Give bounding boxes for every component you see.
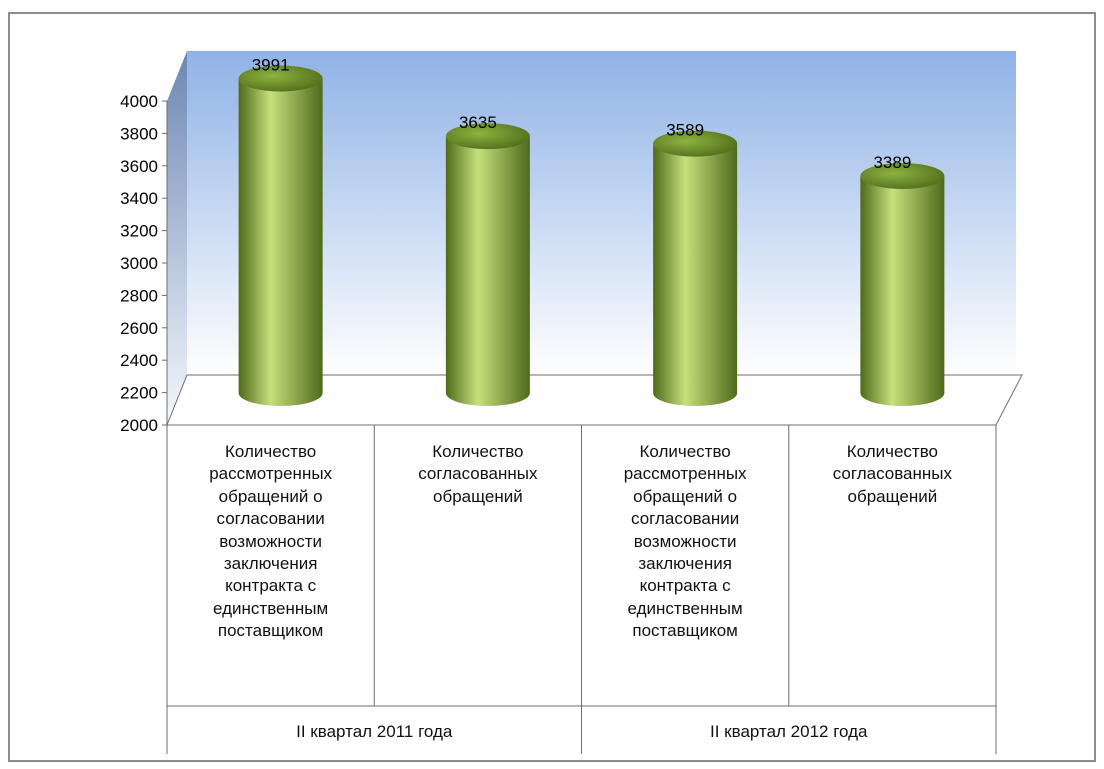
bar-cylinder bbox=[860, 162, 945, 406]
side-wall bbox=[167, 51, 187, 425]
category-label-line: обращений о bbox=[218, 486, 323, 506]
y-tick-label: 3200 bbox=[120, 222, 158, 241]
y-tick-label: 2800 bbox=[120, 286, 158, 305]
category-label-line: согласовании bbox=[631, 509, 740, 529]
y-tick-label: 2000 bbox=[120, 416, 158, 435]
y-tick-label: 3600 bbox=[120, 157, 158, 176]
y-tick-label: 2600 bbox=[120, 319, 158, 338]
bar-top bbox=[445, 123, 530, 150]
bar-body bbox=[860, 175, 945, 406]
group-label: II квартал 2012 года bbox=[710, 722, 868, 741]
category-label-line: единственным bbox=[627, 598, 743, 618]
category-label-line: рассмотренных bbox=[623, 464, 747, 484]
data-label: 3635 bbox=[459, 113, 497, 132]
chart-frame: 2000 2200 2400 2600 2800 3000 3200 3400 3600 3800… bbox=[8, 12, 1096, 762]
data-label: 3389 bbox=[873, 153, 911, 172]
category-label-line: обращений bbox=[433, 486, 523, 506]
bar-chart: 2000 2200 2400 2600 2800 3000 3200 3400 3600 3800… bbox=[120, 51, 1023, 754]
bar-top bbox=[238, 65, 323, 92]
bar-top bbox=[860, 162, 945, 189]
y-tick-label: 4000 bbox=[120, 92, 158, 111]
bars bbox=[238, 65, 945, 406]
category-label-line: согласовании bbox=[216, 509, 325, 529]
bar-cylinder bbox=[653, 130, 738, 406]
bar-cylinder bbox=[445, 123, 530, 406]
data-label: 3589 bbox=[666, 121, 704, 140]
category-label-line: возможности bbox=[633, 531, 737, 551]
category-label-line: контракта с bbox=[639, 576, 731, 596]
category-label-line: контракта с bbox=[225, 576, 317, 596]
category-label-line: заключения bbox=[223, 554, 318, 574]
y-tick-label: 3800 bbox=[120, 124, 158, 143]
bar-body bbox=[445, 136, 530, 406]
category-label-line: заключения bbox=[638, 554, 732, 574]
y-tick-label: 2200 bbox=[120, 384, 158, 403]
category-label-line: согласованных bbox=[832, 464, 953, 484]
category-label-line: поставщиком bbox=[217, 621, 324, 641]
data-label: 3991 bbox=[252, 55, 290, 74]
category-label: Количество согласованных обращений bbox=[789, 441, 996, 508]
category-label: Количество рассмотренных обращений о соглас… bbox=[167, 441, 374, 643]
bar-body bbox=[653, 143, 738, 406]
category-label-line: возможности bbox=[219, 531, 323, 551]
category-label-line: единственным bbox=[213, 598, 329, 618]
category-label-line: поставщиком bbox=[632, 621, 738, 641]
bar-top bbox=[653, 130, 738, 157]
y-tick-label: 3400 bbox=[120, 189, 158, 208]
category-label: Количество согласованных обращений bbox=[374, 441, 581, 508]
category-label-line: рассмотренных bbox=[209, 464, 333, 484]
bar-cylinder bbox=[238, 65, 323, 406]
category-label-line: обращений о bbox=[633, 486, 738, 506]
y-tick-label: 3000 bbox=[120, 254, 158, 273]
bar-body bbox=[238, 78, 323, 406]
data-labels: 3991 3635 3589 3389 bbox=[252, 55, 912, 172]
category-label: Количество рассмотренных обращений о соглас… bbox=[582, 441, 789, 643]
category-label-line: Количество bbox=[432, 442, 524, 461]
axes: 2000 2200 2400 2600 2800 3000 3200 3400 3600 3800… bbox=[120, 92, 997, 754]
category-label-line: Количество bbox=[846, 442, 939, 461]
group-label: II квартал 2011 года bbox=[296, 722, 453, 741]
category-label-line: обращений bbox=[847, 486, 938, 506]
category-label-line: согласованных bbox=[418, 464, 538, 484]
y-tick-label: 2400 bbox=[120, 351, 158, 370]
category-label-line: Количество bbox=[639, 442, 731, 461]
category-label-line: Количество bbox=[224, 442, 317, 461]
